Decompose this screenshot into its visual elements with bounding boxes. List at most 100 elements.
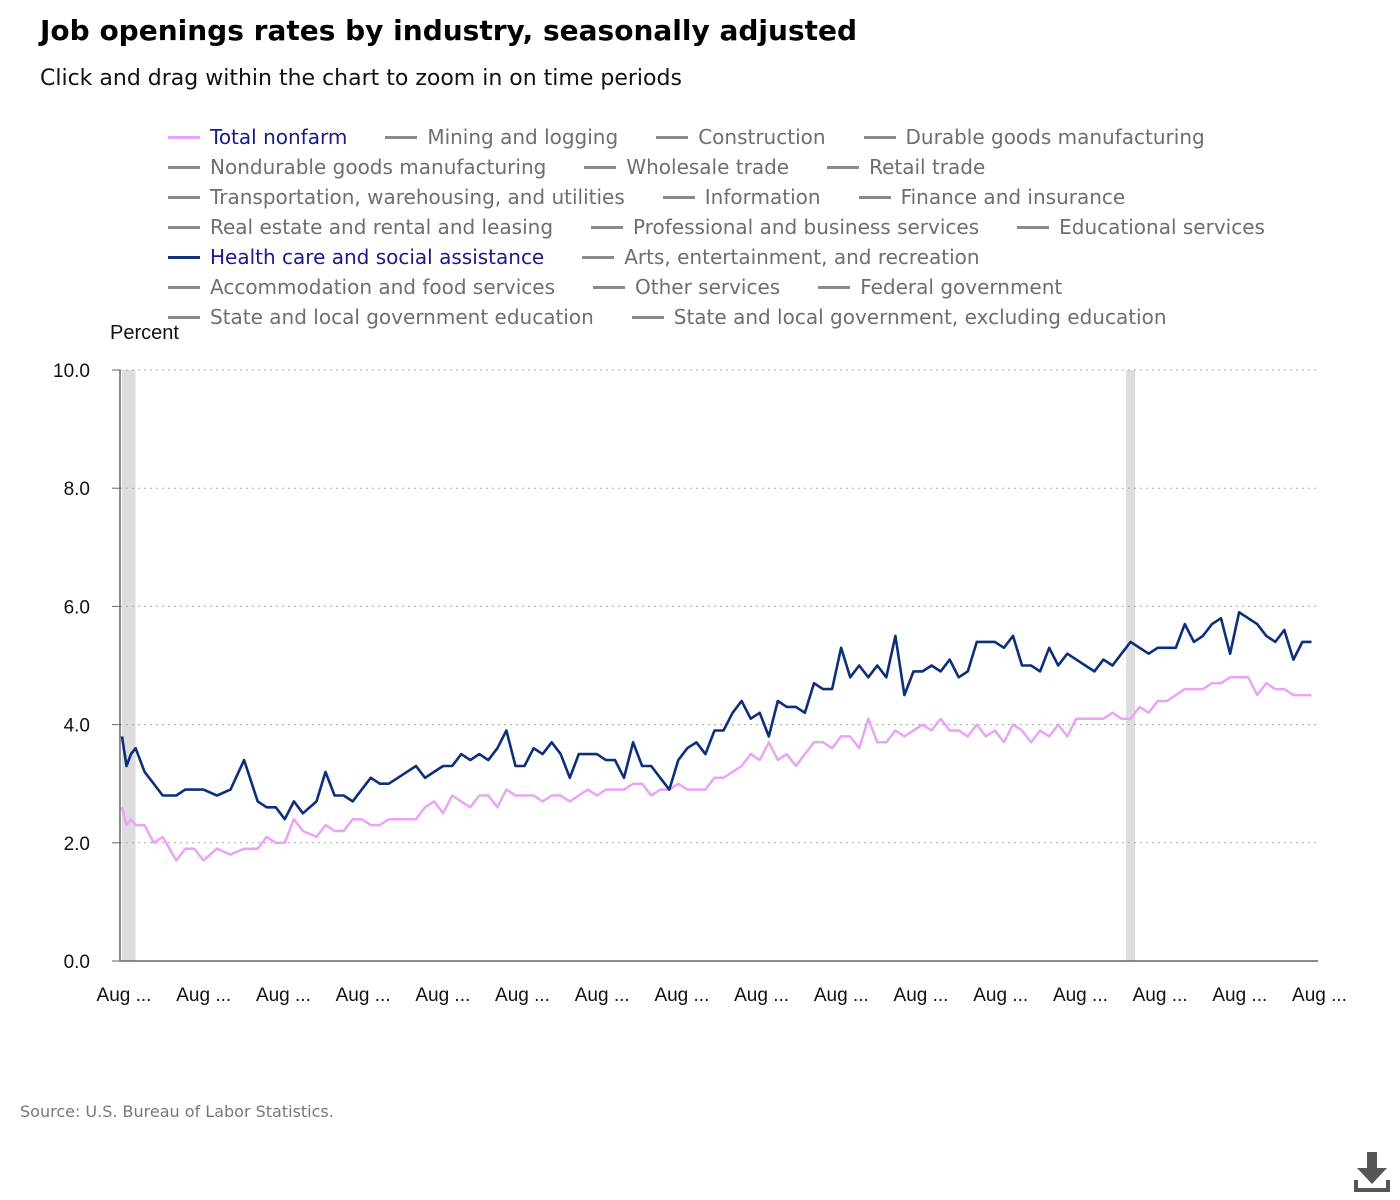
legend-label: Arts, entertainment, and recreation — [624, 245, 980, 269]
legend-label: Other services — [635, 275, 781, 299]
legend-item[interactable]: Durable goods manufacturing — [863, 125, 1205, 149]
legend-item[interactable]: Mining and logging — [385, 125, 618, 149]
legend-label: Wholesale trade — [626, 155, 790, 179]
legend-swatch — [818, 285, 851, 289]
legend-swatch — [168, 165, 200, 169]
legend-swatch — [827, 165, 860, 169]
x-tick-label: Aug ... — [1133, 985, 1188, 1006]
legend-row: Total nonfarm Mining and logging Construct… — [168, 122, 1308, 152]
y-tick-label: 2.0 — [64, 834, 90, 855]
legend-label: State and local government, excluding ed… — [673, 305, 1167, 329]
legend-swatch — [863, 135, 896, 139]
legend-item[interactable]: Real estate and rental and leasing — [168, 215, 553, 239]
series-line-total-nonfarm — [120, 676, 1312, 862]
x-tick-label: Aug ... — [256, 985, 311, 1006]
legend-label: Total nonfarm — [210, 125, 348, 149]
legend-label: Retail trade — [869, 155, 986, 179]
chart-title: Job openings rates by industry, seasonal… — [40, 14, 858, 47]
x-tick-label: Aug ... — [495, 985, 550, 1006]
legend-label: Real estate and rental and leasing — [210, 215, 554, 239]
x-tick-label: Aug ... — [654, 985, 709, 1006]
legend-label: Durable goods manufacturing — [905, 125, 1205, 149]
legend: Total nonfarm Mining and logging Construct… — [168, 122, 1308, 332]
x-tick-label: Aug ... — [1212, 985, 1267, 1006]
legend-swatch — [168, 255, 200, 259]
recession-band — [122, 370, 136, 961]
legend-row: Real estate and rental and leasing Profes… — [168, 212, 1308, 242]
legend-swatch — [631, 315, 664, 319]
legend-label: Transportation, warehousing, and utiliti… — [210, 185, 625, 209]
legend-row: Health care and social assistance Arts, e… — [168, 242, 1308, 272]
x-tick-label: Aug ... — [415, 985, 470, 1006]
legend-item[interactable]: Construction — [656, 125, 826, 149]
legend-item[interactable]: Accommodation and food services — [168, 275, 555, 299]
y-tick-label: 6.0 — [64, 597, 90, 618]
legend-swatch — [385, 135, 418, 139]
legend-label: State and local government education — [210, 305, 594, 329]
y-tick-label: 4.0 — [64, 716, 90, 737]
legend-swatch — [656, 135, 689, 139]
legend-item[interactable]: Wholesale trade — [584, 155, 789, 179]
y-tick-label: 10.0 — [53, 361, 90, 382]
legend-swatch — [662, 195, 695, 199]
legend-swatch — [168, 135, 200, 139]
legend-swatch — [858, 195, 891, 199]
legend-swatch — [168, 285, 200, 289]
x-tick-label: Aug ... — [894, 985, 949, 1006]
legend-swatch — [168, 315, 200, 319]
x-tick-label: Aug ... — [336, 985, 391, 1006]
legend-item[interactable]: Arts, entertainment, and recreation — [582, 245, 980, 269]
legend-label: Health care and social assistance — [210, 245, 545, 269]
legend-swatch — [1017, 225, 1050, 229]
legend-item[interactable]: State and local government education — [168, 305, 594, 329]
legend-row: Nondurable goods manufacturing Wholesale … — [168, 152, 1308, 182]
y-axis-label: Percent — [110, 322, 179, 344]
legend-row: State and local government education Stat… — [168, 302, 1308, 332]
legend-label: Finance and insurance — [900, 185, 1126, 209]
y-tick-label: 8.0 — [64, 479, 90, 500]
legend-item[interactable]: Total nonfarm — [168, 125, 347, 149]
recession-band — [1126, 370, 1136, 961]
legend-swatch — [593, 285, 625, 289]
legend-swatch — [168, 225, 200, 229]
legend-item[interactable]: Transportation, warehousing, and utiliti… — [168, 185, 625, 209]
legend-label: Federal government — [860, 275, 1063, 299]
x-tick-label: Aug ... — [734, 985, 789, 1006]
legend-swatch — [582, 255, 615, 259]
source-note: Source: U.S. Bureau of Labor Statistics. — [20, 1102, 334, 1121]
legend-item[interactable]: Professional and business services — [591, 215, 979, 239]
legend-label: Accommodation and food services — [210, 275, 555, 299]
download-icon[interactable] — [1352, 1150, 1392, 1194]
legend-label: Information — [704, 185, 821, 209]
x-tick-label: Aug ... — [973, 985, 1028, 1006]
y-tick-label: 0.0 — [64, 952, 90, 973]
x-tick-label: Aug ... — [575, 985, 630, 1006]
legend-label: Educational services — [1059, 215, 1265, 239]
legend-row: Accommodation and food services Other ser… — [168, 272, 1308, 302]
legend-item[interactable]: Health care and social assistance — [168, 245, 544, 269]
legend-item[interactable]: Educational services — [1017, 215, 1265, 239]
legend-swatch — [168, 195, 200, 199]
legend-label: Mining and logging — [427, 125, 619, 149]
chart-subtitle: Click and drag within the chart to zoom … — [40, 66, 682, 91]
legend-label: Professional and business services — [633, 215, 980, 239]
legend-item[interactable]: Other services — [593, 275, 780, 299]
x-tick-label: Aug ... — [97, 985, 152, 1006]
legend-label: Construction — [698, 125, 826, 149]
x-tick-label: Aug ... — [1053, 985, 1108, 1006]
x-tick-label: Aug ... — [1292, 985, 1347, 1006]
legend-label: Nondurable goods manufacturing — [210, 155, 547, 179]
legend-item[interactable]: Federal government — [818, 275, 1062, 299]
legend-item[interactable]: State and local government, excluding ed… — [631, 305, 1167, 329]
line-chart[interactable]: 0.0 2.0 4.0 6.0 8.0 10.0 Aug ... Aug ... Aug ..… — [0, 310, 1400, 1030]
x-tick-label: Aug ... — [176, 985, 231, 1006]
x-tick-label: Aug ... — [814, 985, 869, 1006]
legend-swatch — [584, 165, 617, 169]
legend-item[interactable]: Information — [662, 185, 821, 209]
legend-swatch — [591, 225, 624, 229]
legend-row: Transportation, warehousing, and utiliti… — [168, 182, 1308, 212]
legend-item[interactable]: Nondurable goods manufacturing — [168, 155, 546, 179]
legend-item[interactable]: Finance and insurance — [858, 185, 1126, 209]
series-line-health-care — [120, 611, 1312, 821]
legend-item[interactable]: Retail trade — [827, 155, 985, 179]
